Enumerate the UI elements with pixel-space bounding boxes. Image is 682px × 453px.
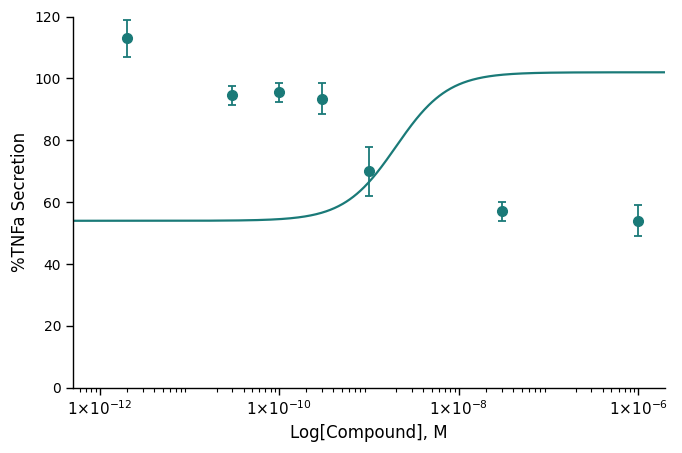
Y-axis label: %TNFa Secretion: %TNFa Secretion	[11, 132, 29, 272]
X-axis label: Log[Compound], M: Log[Compound], M	[291, 424, 448, 442]
